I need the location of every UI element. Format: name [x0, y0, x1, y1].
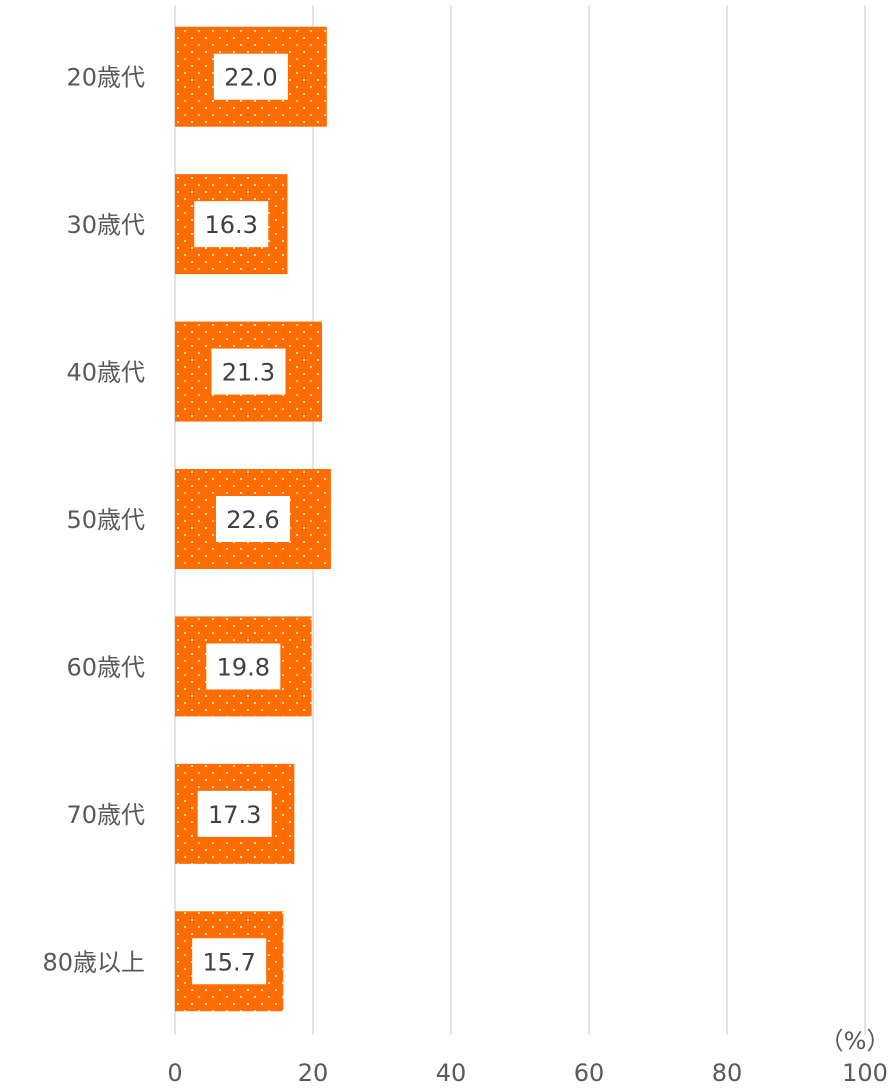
x-tick-label: 40: [436, 1059, 467, 1087]
value-label: 22.6: [226, 506, 279, 534]
value-label-box: [215, 496, 290, 542]
x-tick-label: 100: [842, 1059, 888, 1087]
y-tick-label: 20歳代: [66, 64, 145, 92]
value-label: 19.8: [217, 653, 270, 681]
y-tick-label: 40歳代: [66, 359, 145, 387]
value-label-box: [206, 643, 281, 690]
x-tick-label: 0: [167, 1059, 182, 1087]
x-tick-label: 80: [712, 1059, 743, 1087]
value-label: 17.3: [208, 801, 261, 829]
y-tick-label: 60歳代: [66, 653, 145, 681]
x-tick-label: 20: [298, 1059, 329, 1087]
value-label: 22.0: [224, 64, 277, 92]
value-label-box: [194, 201, 269, 248]
value-label-box: [213, 53, 288, 100]
x-axis-label: （%）: [820, 1027, 891, 1055]
value-label: 21.3: [222, 359, 275, 387]
value-label-box: [211, 348, 286, 395]
y-tick-label: 30歳代: [66, 211, 145, 239]
x-tick-label: 60: [574, 1059, 605, 1087]
value-label: 16.3: [205, 211, 258, 239]
value-label: 15.7: [202, 948, 255, 976]
value-label-box: [192, 938, 267, 985]
y-tick-label: 50歳代: [66, 506, 145, 534]
y-tick-label: 80歳以上: [42, 948, 145, 976]
value-label-box: [197, 790, 272, 837]
y-tick-label: 70歳代: [66, 801, 145, 829]
